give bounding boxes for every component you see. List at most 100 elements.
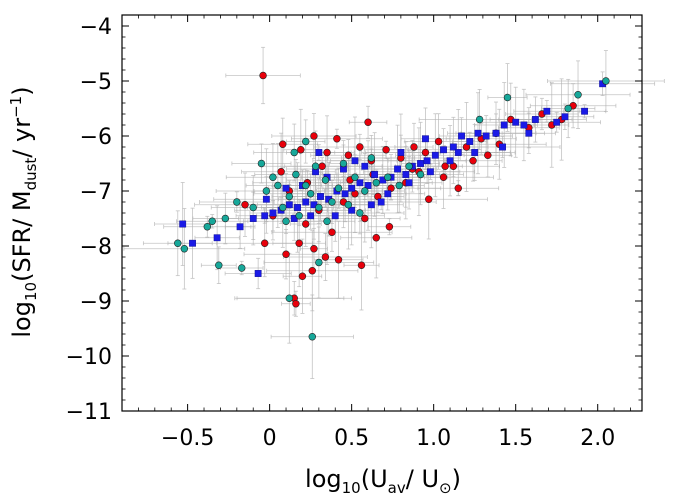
point-blue-4 (531, 116, 539, 123)
point-blue-30 (317, 193, 324, 200)
point-teal-10 (328, 198, 336, 206)
point-blue-55 (315, 149, 323, 156)
point-teal-22 (372, 179, 380, 187)
point-teal-9 (321, 176, 330, 184)
point-blue-41 (189, 239, 196, 247)
point-teal-46 (302, 181, 310, 190)
point-blue-27 (341, 190, 349, 198)
point-teal-24 (395, 181, 403, 190)
axis-ticks (122, 15, 642, 412)
x-tick-label: 0.5 (334, 426, 369, 451)
point-blue-20 (394, 165, 401, 173)
point-red-45 (310, 245, 318, 253)
point-teal-26 (249, 203, 257, 212)
point-blue-25 (356, 179, 364, 187)
y-tick-label: −8 (80, 235, 112, 260)
x-tick-label: 2.0 (580, 426, 615, 451)
x-tick-label: 0 (263, 426, 277, 451)
point-blue-49 (405, 179, 413, 187)
point-red-50 (298, 272, 307, 280)
point-blue-52 (471, 149, 479, 156)
point-blue-67 (351, 157, 359, 165)
point-red-60 (318, 162, 326, 170)
point-teal-1 (574, 91, 582, 99)
point-red-10 (382, 146, 390, 154)
point-red-12 (410, 143, 418, 151)
point-red-41 (469, 157, 477, 165)
point-red-14 (434, 137, 443, 146)
point-teal-36 (315, 258, 323, 267)
point-blue-47 (361, 162, 369, 170)
point-teal-23 (384, 173, 392, 181)
point-red-30 (328, 228, 336, 236)
point-blue-58 (397, 149, 405, 156)
point-red-55 (334, 256, 343, 264)
point-blue-42 (179, 220, 187, 228)
point-teal-21 (361, 187, 369, 195)
y-tick-label: −7 (80, 180, 112, 205)
point-teal-3 (503, 93, 512, 102)
point-blue-38 (249, 215, 257, 222)
point-red-6 (333, 135, 341, 143)
point-blue-24 (364, 182, 372, 189)
point-teal-19 (344, 201, 353, 209)
point-blue-64 (262, 195, 270, 203)
point-red-1 (364, 118, 372, 126)
error-bars (123, 46, 665, 379)
point-teal-18 (334, 184, 343, 192)
point-blue-3 (543, 107, 551, 115)
point-blue-51 (446, 157, 454, 165)
point-blue-56 (348, 206, 356, 214)
point-teal-16 (306, 190, 315, 198)
point-teal-32 (174, 239, 182, 247)
point-red-44 (295, 239, 303, 247)
point-teal-41 (323, 217, 331, 225)
point-teal-5 (257, 159, 266, 168)
point-blue-14 (440, 146, 447, 154)
point-red-47 (357, 261, 366, 269)
point-teal-28 (221, 214, 230, 223)
point-blue-40 (213, 234, 221, 242)
data-points (174, 71, 610, 341)
point-blue-60 (331, 212, 339, 220)
y-tick-label: −9 (80, 290, 112, 315)
point-red-42 (484, 151, 492, 159)
point-teal-13 (262, 187, 271, 195)
point-red-46 (321, 253, 330, 261)
point-teal-42 (282, 217, 290, 225)
point-red-5 (323, 148, 331, 157)
point-red-28 (302, 220, 310, 228)
point-teal-8 (311, 162, 320, 170)
point-blue-23 (371, 171, 379, 178)
point-teal-17 (315, 203, 323, 212)
x-tick-label: 1.5 (498, 426, 533, 451)
point-red-39 (439, 173, 448, 181)
point-red-3 (297, 146, 305, 154)
point-teal-30 (203, 223, 211, 231)
point-blue-53 (499, 143, 506, 151)
point-teal-31 (215, 261, 223, 269)
point-red-38 (425, 195, 433, 203)
point-blue-50 (426, 168, 434, 176)
y-tick-labels: −11 −10 −9 −8 −7 −6 −5 −4 (66, 15, 112, 425)
point-red-33 (361, 214, 369, 223)
point-red-58 (277, 168, 285, 176)
x-tick-label: −0.5 (161, 426, 214, 451)
point-blue-69 (561, 113, 569, 121)
point-blue-48 (384, 190, 392, 198)
y-axis-label: log10(SFR/ Mdust/ yr−1) (7, 86, 40, 337)
point-teal-20 (351, 173, 359, 181)
point-red-0 (259, 71, 267, 80)
x-tick-labels: −0.5 0 0.5 1.0 1.5 2.0 (161, 426, 615, 451)
point-teal-39 (367, 154, 376, 162)
point-blue-65 (282, 184, 290, 192)
point-teal-34 (238, 264, 246, 272)
point-blue-39 (236, 223, 244, 231)
point-red-48 (372, 234, 380, 242)
point-blue-37 (261, 212, 269, 220)
point-blue-12 (458, 132, 465, 140)
point-blue-26 (348, 184, 356, 192)
point-teal-33 (180, 245, 189, 253)
point-teal-15 (295, 212, 303, 220)
point-blue-5 (520, 121, 528, 129)
